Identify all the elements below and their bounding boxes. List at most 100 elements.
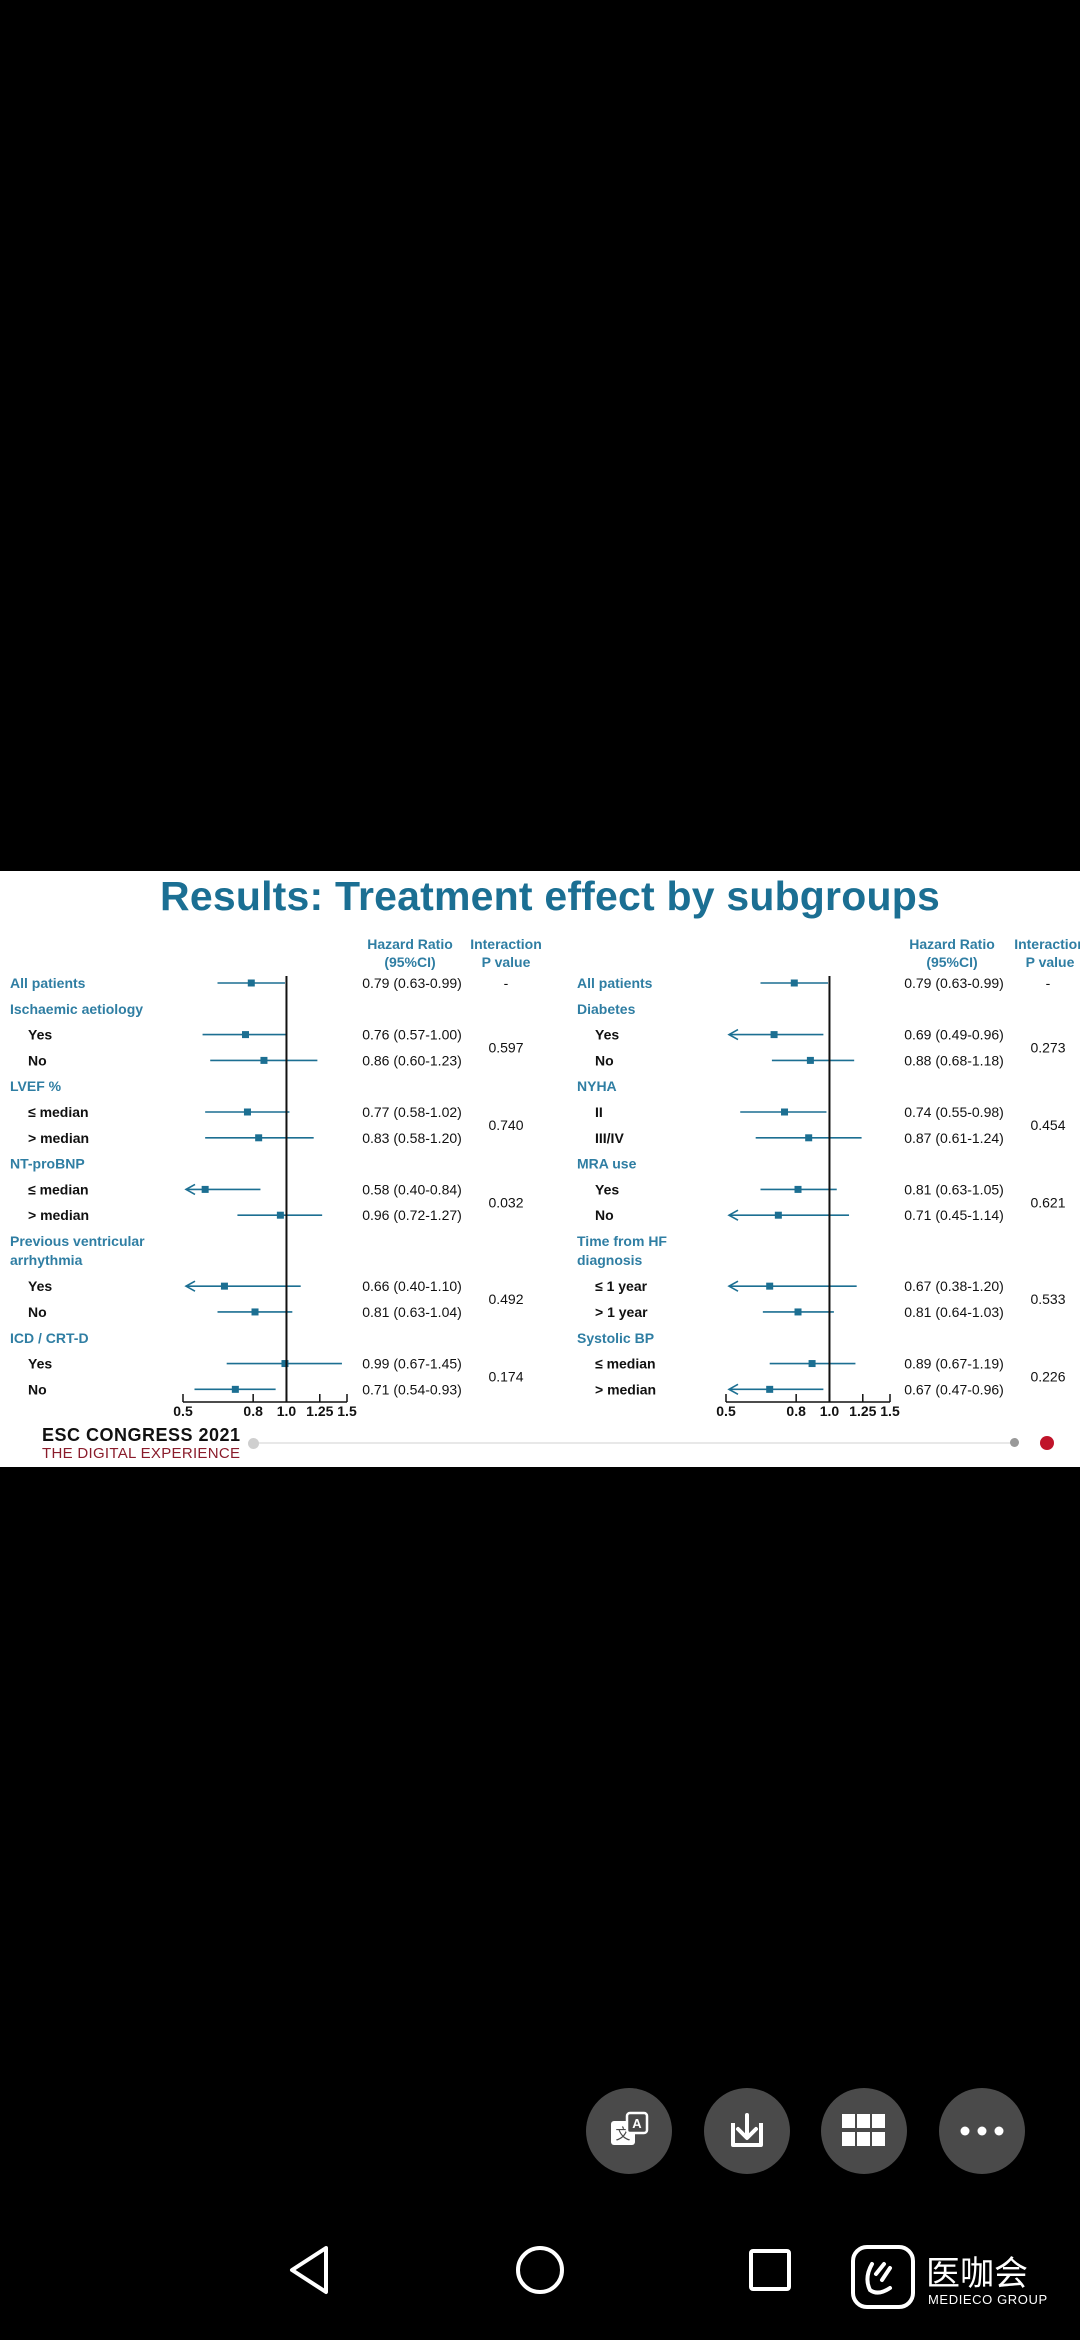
subgroup-level-label: > 1 year [595, 1304, 648, 1320]
subgroup-label: ICD / CRT-D [10, 1330, 89, 1346]
interaction-p-value: 0.174 [488, 1368, 523, 1384]
hazard-ratio-value: 0.89 (0.67-1.19) [904, 1356, 1004, 1372]
slide-progress-track[interactable] [250, 1442, 1015, 1444]
point-estimate [251, 1308, 259, 1316]
translate-button[interactable]: 文 A [586, 2088, 672, 2174]
subgroup-level-label: No [28, 1304, 47, 1320]
point-estimate [770, 1031, 778, 1039]
subgroup-level-label: > median [28, 1130, 89, 1146]
interaction-p-value: 0.032 [488, 1194, 523, 1210]
translate-icon: 文 A [611, 2111, 649, 2145]
point-estimate [766, 1282, 774, 1290]
p-header: Interaction [470, 936, 542, 952]
hazard-ratio-value: 0.69 (0.49-0.96) [904, 1027, 1004, 1043]
hazard-ratio-value: 0.81 (0.63-1.05) [904, 1181, 1004, 1197]
subgroup-level-label: No [28, 1381, 47, 1397]
recent-square-icon [749, 2249, 791, 2291]
subgroup-level-label: > median [595, 1381, 656, 1397]
point-estimate [220, 1282, 228, 1290]
more-icon [960, 2126, 1004, 2136]
download-icon [731, 2113, 763, 2147]
hazard-ratio-value: 0.96 (0.72-1.27) [362, 1207, 462, 1223]
hazard-ratio-value: 0.87 (0.61-1.24) [904, 1130, 1004, 1146]
hazard-ratio-value: 0.79 (0.63-0.99) [362, 975, 462, 991]
ci-clip-arrow [727, 1209, 739, 1221]
subgroup-level-label: Yes [28, 1027, 52, 1043]
subgroup-level-label: No [595, 1052, 614, 1068]
x-tick-label: 1.25 [306, 1403, 333, 1419]
brand-mark-icon [851, 2245, 915, 2309]
subgroup-label: NT-proBNP [10, 1156, 85, 1172]
subgroup-level-label: ≤ 1 year [595, 1278, 648, 1294]
subgroup-label: NYHA [577, 1078, 617, 1094]
forest-plot-area: Hazard Ratio (95%CI) Interaction P value All… [10, 936, 1080, 1419]
download-button[interactable] [704, 2088, 790, 2174]
slide-progress-current-dot[interactable] [1040, 1436, 1054, 1450]
hazard-ratio-value: 0.71 (0.45-1.14) [904, 1207, 1004, 1223]
nav-home-button[interactable] [510, 2240, 570, 2300]
svg-text:A: A [632, 2116, 642, 2131]
brand-english-name: MEDIECO GROUP [928, 2292, 1048, 2307]
point-estimate [243, 1108, 251, 1116]
point-estimate [794, 1185, 802, 1193]
subgroup-label: Diabetes [577, 1001, 636, 1017]
hazard-ratio-value: 0.67 (0.47-0.96) [904, 1381, 1004, 1397]
point-estimate [781, 1108, 789, 1116]
overall-label: All patients [577, 975, 653, 991]
point-estimate [281, 1360, 289, 1368]
hazard-ratio-value: 0.58 (0.40-0.84) [362, 1181, 462, 1197]
more-options-button[interactable] [939, 2088, 1025, 2174]
interaction-p-value: 0.492 [488, 1291, 523, 1307]
subgroup-label: Systolic BP [577, 1330, 654, 1346]
ci-clip-arrow [184, 1280, 196, 1292]
hazard-ratio-value: 0.66 (0.40-1.10) [362, 1278, 462, 1294]
point-estimate [247, 979, 255, 987]
interaction-p-value: 0.533 [1030, 1291, 1065, 1307]
subgroup-level-label: No [28, 1052, 47, 1068]
subgroup-level-label: Yes [595, 1027, 619, 1043]
subgroup-level-label: > median [28, 1207, 89, 1223]
subgroup-label: arrhythmia [10, 1252, 83, 1268]
nav-recent-apps-button[interactable] [740, 2240, 800, 2300]
subgroup-level-label: III/IV [595, 1130, 624, 1146]
ci-clip-arrow [727, 1028, 739, 1041]
point-estimate [276, 1211, 284, 1219]
hazard-ratio-value: 0.88 (0.68-1.18) [904, 1052, 1004, 1068]
back-triangle-icon [290, 2246, 328, 2294]
ci-clip-arrow [184, 1183, 196, 1196]
hazard-ratio-value: 0.99 (0.67-1.45) [362, 1356, 462, 1372]
ci-clip-arrow [727, 1383, 739, 1396]
x-tick-label: 1.25 [849, 1403, 876, 1419]
point-estimate [260, 1056, 268, 1064]
hazard-ratio-value: 0.79 (0.63-0.99) [904, 975, 1004, 991]
subgroup-level-label: ≤ median [28, 1181, 89, 1197]
subgroup-level-label: II [595, 1104, 603, 1120]
interaction-p-value: 0.597 [488, 1040, 523, 1056]
home-circle-icon [516, 2246, 564, 2294]
x-tick-label: 1.5 [337, 1403, 357, 1419]
subgroup-label: MRA use [577, 1156, 637, 1172]
subgroup-label: Previous ventricular [10, 1233, 145, 1249]
hazard-ratio-value: 0.67 (0.38-1.20) [904, 1278, 1004, 1294]
nav-back-button[interactable] [280, 2240, 340, 2300]
subgroup-level-label: ≤ median [595, 1356, 656, 1372]
slide-progress-dot[interactable] [1010, 1438, 1019, 1447]
point-estimate [766, 1385, 774, 1393]
slide-progress-start-dot[interactable] [248, 1438, 259, 1449]
hazard-ratio-value: 0.81 (0.63-1.04) [362, 1304, 462, 1320]
grid-view-button[interactable] [821, 2088, 907, 2174]
point-estimate [255, 1134, 263, 1142]
subgroup-level-label: Yes [28, 1356, 52, 1372]
ci-clip-arrow [727, 1280, 739, 1292]
subgroup-label: Time from HF [577, 1233, 667, 1249]
subgroup-level-label: Yes [28, 1278, 52, 1294]
point-estimate [201, 1185, 209, 1193]
subgroup-level-label: ≤ median [28, 1104, 89, 1120]
point-estimate [794, 1308, 802, 1316]
hr-header-ci: (95%CI) [384, 954, 435, 970]
presentation-slide: Results: Treatment effect by subgroups H… [0, 871, 1080, 1467]
interaction-p-value: 0.226 [1030, 1368, 1065, 1384]
hazard-ratio-value: 0.77 (0.58-1.02) [362, 1104, 462, 1120]
interaction-p-value: - [1046, 975, 1051, 991]
subgroup-label: Ischaemic aetiology [10, 1001, 143, 1017]
